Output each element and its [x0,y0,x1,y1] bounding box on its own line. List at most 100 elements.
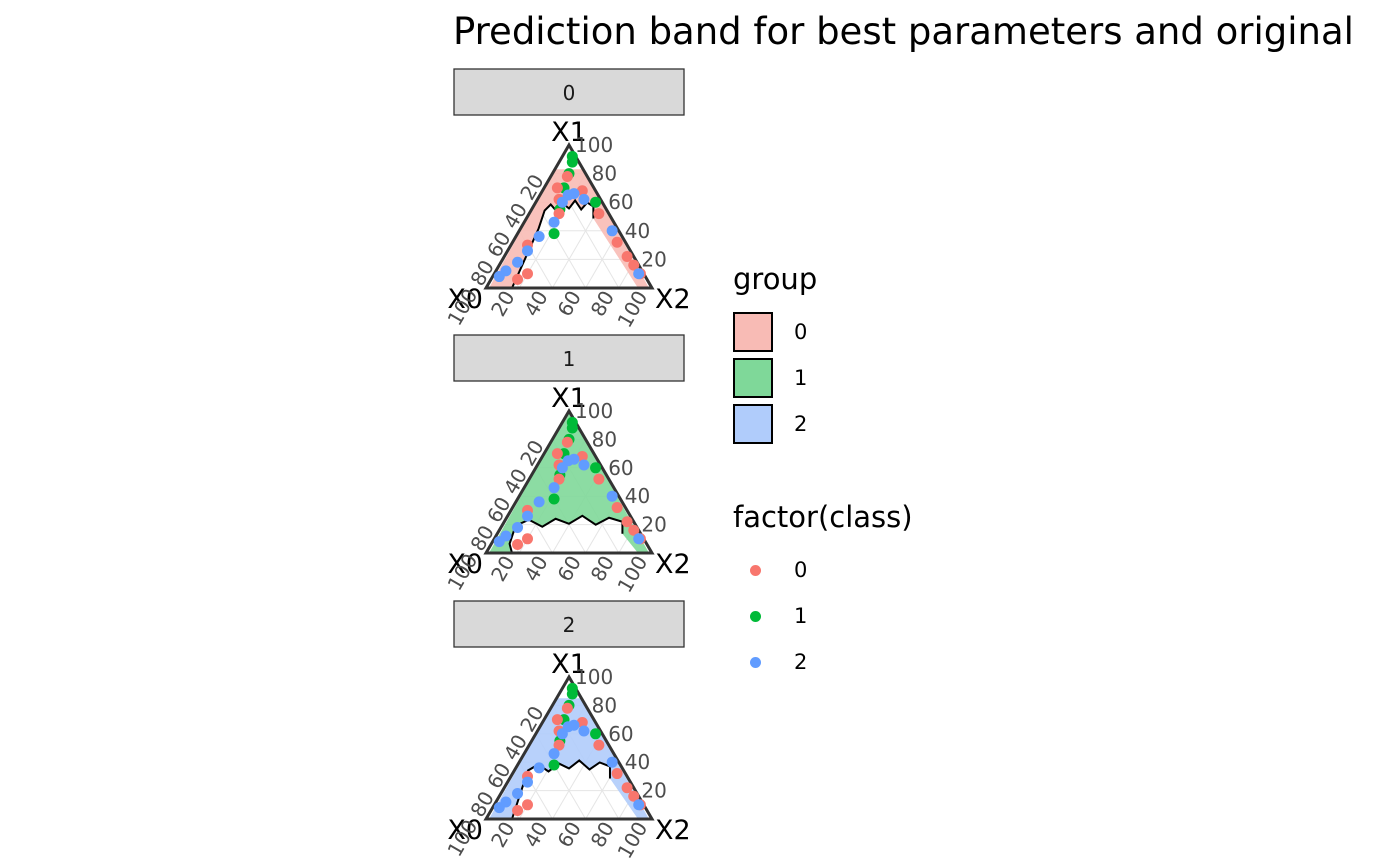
data-point-class-0 [611,502,623,514]
facet-strip [453,600,685,648]
data-point-class-1 [548,759,560,771]
data-point-class-0 [628,259,640,271]
data-point-class-0 [576,185,588,197]
facet-strip [453,334,685,382]
legend-swatch-group-1 [733,358,773,398]
data-point-class-0 [561,436,573,448]
data-point-class-2 [606,756,618,768]
tick-label: 60 [552,818,586,852]
data-point-class-1 [548,228,560,240]
data-point-class-2 [548,216,560,228]
data-point-class-1 [590,728,602,740]
data-point-class-2 [548,748,560,760]
data-point-class-1 [548,493,560,505]
tick-label: 20 [486,287,520,321]
tick-label: 100 [612,287,652,332]
data-point-class-0 [621,516,633,528]
tick-label: 100 [612,552,652,597]
data-point-class-2 [568,188,580,200]
data-point-class-2 [556,462,568,474]
ternary-outline [483,674,655,821]
tick-label: 40 [625,484,650,508]
data-point-class-2 [578,193,590,205]
axis-vertex-label: X2 [655,549,691,580]
data-point-class-0 [611,236,623,248]
data-point-class-2 [522,776,533,788]
data-point-class-0 [551,448,563,460]
legend-label: 1 [794,604,808,628]
prediction-band [489,698,649,819]
legend-class-title: factor(class) [733,500,913,534]
data-point-class-2 [512,256,524,268]
data-point-class-0 [593,739,605,751]
tick-label: 100 [575,665,613,689]
data-point-class-0 [576,450,588,462]
ternary-outline [483,142,655,290]
legend-swatch-group-0 [733,312,773,352]
data-point-class-0 [621,782,633,794]
tick-label: 40 [625,219,650,243]
data-point-class-1 [590,196,602,208]
data-point-class-2 [556,196,568,208]
data-point-class-2 [512,787,524,799]
data-point-class-0 [621,251,633,263]
axis-vertex-label: X2 [655,815,691,846]
data-point-class-0 [553,208,565,220]
data-point-class-2 [548,482,560,494]
tick-label: 40 [519,552,553,586]
tick-label: 60 [608,456,633,480]
data-point-class-2 [522,510,533,522]
tick-label: 20 [641,779,666,803]
data-point-class-0 [522,533,533,545]
axis-vertex-label: X0 [447,815,483,846]
ternary-outline [483,408,655,555]
legend-group-title: group [733,262,818,296]
legend-group: group 0 1 2 [733,262,993,446]
data-point-class-1 [590,462,602,474]
legend-swatch-group-2 [733,404,773,444]
axis-vertex-label: X2 [655,284,691,315]
legend-class-item-2: 2 [733,638,993,684]
data-point-class-2 [522,245,533,257]
axis-vertex-label: X1 [551,383,587,414]
data-point-class-2 [493,802,505,814]
data-point-class-0 [512,273,524,285]
data-point-class-2 [633,268,645,280]
data-point-class-1 [566,156,578,168]
tick-label: 80 [592,693,617,717]
data-point-class-0 [593,208,605,220]
legend-class: factor(class) 0 1 2 [733,500,993,684]
axis-vertex-label: X1 [551,649,587,680]
tick-label: 40 [625,750,650,774]
axis-vertex-label: X1 [551,117,587,148]
tick-label: 80 [592,162,617,186]
data-point-class-0 [551,714,563,726]
data-point-class-0 [576,716,588,728]
legend-dot-class-1 [750,611,761,622]
data-point-class-0 [512,804,524,816]
data-point-class-0 [611,768,623,780]
tick-label: 20 [641,513,666,537]
data-point-class-0 [628,524,640,536]
facet-strip-label: 0 [563,81,576,105]
legend: group 0 1 2 factor(class) 0 1 2 [733,262,993,684]
data-point-class-2 [633,533,645,545]
data-point-class-0 [593,473,605,485]
data-point-class-2 [493,536,505,548]
data-point-class-0 [512,538,524,550]
data-point-class-2 [606,225,618,237]
axis-vertex-label: X0 [447,284,483,315]
legend-group-item-0: 0 [733,308,993,354]
tick-label: 60 [552,287,586,321]
tick-label: 20 [641,247,666,271]
legend-dot-class-2 [750,657,761,668]
tick-label: 60 [608,190,633,214]
data-point-class-0 [561,702,573,714]
legend-group-item-1: 1 [733,354,993,400]
legend-label: 0 [794,558,808,582]
facet-strip [453,68,685,116]
grid-line [535,201,587,289]
